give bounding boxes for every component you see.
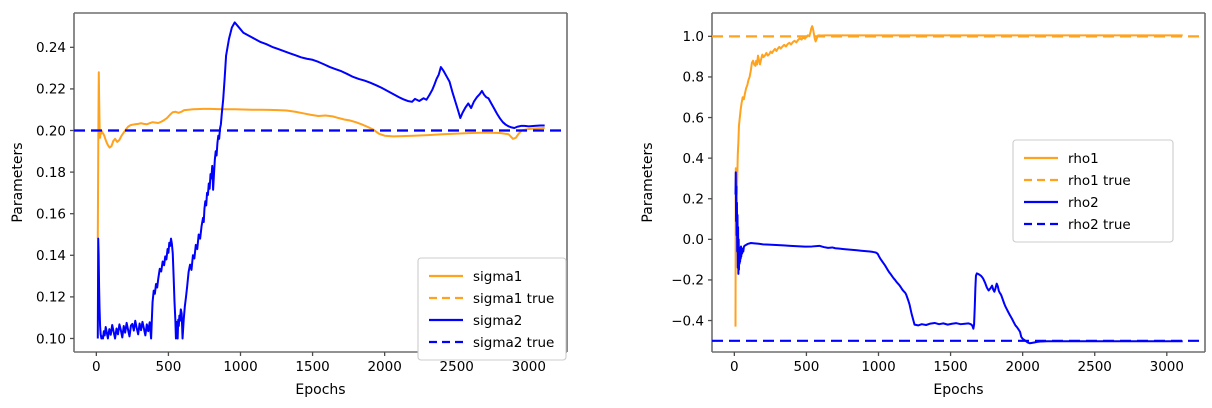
- x-axis-title: Epochs: [295, 382, 345, 398]
- legend-box: [417, 257, 567, 361]
- y-axis-title: Parameters: [10, 142, 26, 222]
- y-tick-label: 0.10: [36, 331, 66, 347]
- y-tick-label: −0.4: [671, 313, 704, 329]
- y-tick-label: 0.20: [36, 123, 66, 139]
- y-tick-label: 0.4: [683, 151, 704, 167]
- series-rho2: [734, 171, 1183, 345]
- legend-label: sigma2 true: [473, 335, 554, 351]
- x-tick-label: 500: [794, 359, 820, 375]
- y-tick-label: 0.14: [36, 248, 66, 264]
- sigma-chart-svg: 0 500 1000 1500 2000 2500 3000 0.10 0.12 0.14 0.16…: [10, 12, 568, 398]
- x-tick-label: 0: [730, 359, 739, 375]
- y-tick-label: 0.22: [36, 82, 66, 98]
- data-area: [74, 21, 567, 340]
- y-tick-label: 0.24: [36, 40, 66, 56]
- x-tick-label: 2000: [1005, 359, 1039, 375]
- chart-panel-sigma: 0 500 1000 1500 2000 2500 3000 0.10 0.12 0.14 0.16…: [10, 12, 568, 398]
- y-tick-label: −0.2: [671, 273, 704, 289]
- legend: sigma1 sigma1 true sigma2 sigma2 true: [417, 257, 567, 361]
- x-tick-label: 500: [156, 359, 182, 375]
- legend: rho1 rho1 true rho2 rho2 true: [1012, 139, 1174, 243]
- x-tick-label: 1500: [933, 359, 967, 375]
- y-tick-label: 1.0: [683, 29, 704, 45]
- legend-label: rho1: [1068, 151, 1099, 167]
- y-axis-title: Parameters: [640, 142, 656, 222]
- x-tick-label: 3000: [512, 359, 546, 375]
- x-axis-title: Epochs: [933, 382, 983, 398]
- x-tick-label: 3000: [1150, 359, 1184, 375]
- legend-box: [1012, 139, 1174, 243]
- y-tick-label: 0.18: [36, 165, 66, 181]
- x-tick-label: 0: [92, 359, 101, 375]
- legend-label: sigma1 true: [473, 291, 554, 307]
- legend-label: sigma1: [473, 269, 522, 285]
- series-sigma1: [96, 71, 545, 239]
- x-tick-label: 1500: [295, 359, 329, 375]
- legend-label: sigma2: [473, 313, 522, 329]
- legend-label: rho2 true: [1068, 217, 1131, 233]
- legend-label: rho1 true: [1068, 173, 1131, 189]
- x-tick-label: 2000: [367, 359, 401, 375]
- x-tick-label: 2500: [1078, 359, 1112, 375]
- x-tick-label: 2500: [440, 359, 474, 375]
- y-tick-label: 0.2: [683, 192, 704, 208]
- x-tick-label: 1000: [223, 359, 257, 375]
- y-tick-label: 0.12: [36, 290, 66, 306]
- data-area: [712, 25, 1205, 345]
- x-tick-label: 1000: [861, 359, 895, 375]
- y-tick-label: 0.0: [683, 232, 704, 248]
- legend-label: rho2: [1068, 195, 1099, 211]
- chart-panel-rho: 0 500 1000 1500 2000 2500 3000 −0.4 −0.2 0.0 0.2 0.…: [606, 0, 1212, 408]
- rho-chart-svg: 0 500 1000 1500 2000 2500 3000 −0.4 −0.2 0.0 0.2 0.…: [640, 12, 1206, 398]
- y-tick-label: 0.16: [36, 206, 66, 222]
- y-tick-label: 0.8: [683, 70, 704, 86]
- series-sigma2: [96, 21, 545, 340]
- y-tick-label: 0.6: [683, 110, 704, 126]
